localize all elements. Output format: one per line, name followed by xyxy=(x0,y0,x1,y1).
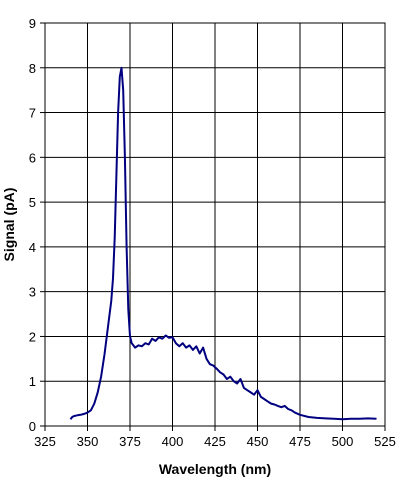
y-axis: 0 1 2 3 4 5 6 7 8 9 xyxy=(29,16,45,434)
y-tick-label: 4 xyxy=(29,240,36,255)
y-tick-label: 3 xyxy=(29,285,36,300)
y-tick-label: 5 xyxy=(29,195,36,210)
x-tick-label: 350 xyxy=(77,434,99,449)
y-tick-label: 8 xyxy=(29,61,36,76)
x-axis: 325 350 375 400 425 450 475 500 525 xyxy=(34,426,396,449)
y-axis-title: Signal (pA) xyxy=(1,188,17,262)
y-tick-label: 2 xyxy=(29,329,36,344)
y-tick-label: 1 xyxy=(29,374,36,389)
x-tick-label: 475 xyxy=(289,434,311,449)
x-axis-title: Wavelength (nm) xyxy=(159,461,271,477)
x-tick-label: 450 xyxy=(247,434,269,449)
y-tick-label: 6 xyxy=(29,150,36,165)
x-tick-label: 425 xyxy=(204,434,226,449)
y-tick-label: 9 xyxy=(29,16,36,31)
y-tick-label: 0 xyxy=(29,419,36,434)
x-tick-label: 525 xyxy=(374,434,396,449)
y-tick-label: 7 xyxy=(29,106,36,121)
x-tick-label: 375 xyxy=(119,434,141,449)
x-tick-label: 500 xyxy=(332,434,354,449)
x-tick-label: 325 xyxy=(34,434,56,449)
series-line xyxy=(69,66,377,421)
grid xyxy=(45,23,385,426)
x-tick-label: 400 xyxy=(162,434,184,449)
